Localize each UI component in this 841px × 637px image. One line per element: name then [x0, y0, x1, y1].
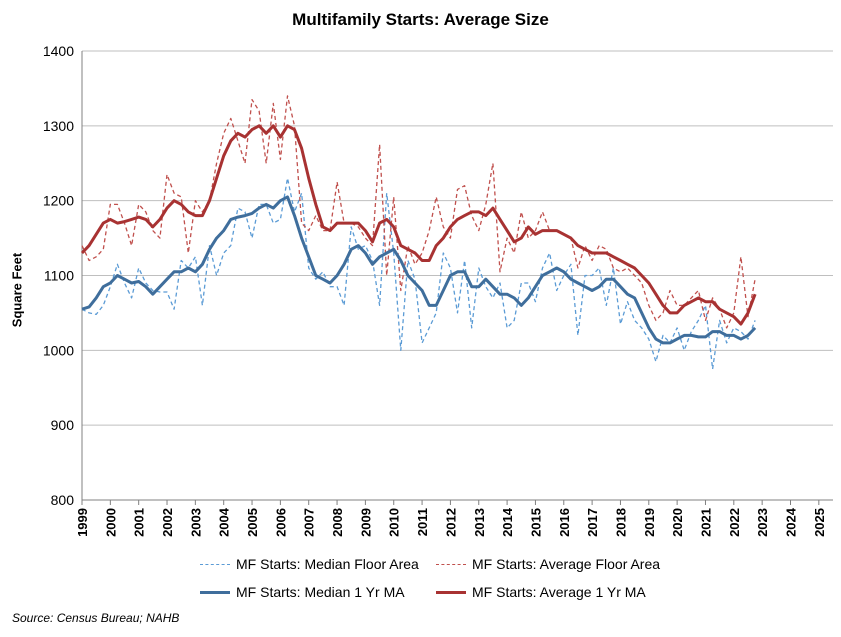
x-tick-2002: 2002: [160, 508, 175, 537]
y-axis-label-box: Square Feet: [2, 250, 32, 330]
x-tick-2025: 2025: [812, 508, 827, 537]
legend-item-median-1yr-ma: MF Starts: Median 1 Yr MA: [200, 584, 405, 600]
legend-item-median-floor-area: MF Starts: Median Floor Area: [200, 556, 419, 572]
y-tick-1400: 1400: [43, 43, 74, 59]
source-note: Source: Census Bureau; NAHB: [12, 611, 180, 625]
x-tick-2013: 2013: [472, 508, 487, 537]
y-tick-1200: 1200: [43, 193, 74, 209]
x-tick-2006: 2006: [273, 508, 288, 537]
x-tick-2008: 2008: [330, 508, 345, 537]
x-tick-2020: 2020: [670, 508, 685, 537]
x-tick-2019: 2019: [642, 508, 657, 537]
y-axis-label: Square Feet: [9, 252, 25, 328]
x-tick-2022: 2022: [727, 508, 742, 537]
legend-item-average-floor-area: MF Starts: Average Floor Area: [436, 556, 660, 572]
series-line-0: [81, 177, 756, 370]
x-tick-2024: 2024: [783, 507, 798, 537]
x-tick-2017: 2017: [585, 508, 600, 537]
x-tick-2000: 2000: [103, 508, 118, 537]
x-tick-2004: 2004: [217, 507, 232, 537]
legend-label-average-floor-area: MF Starts: Average Floor Area: [472, 556, 661, 572]
legend-label-median-floor-area: MF Starts: Median Floor Area: [236, 556, 419, 572]
y-tick-800: 800: [51, 492, 75, 508]
x-tick-2016: 2016: [557, 508, 572, 537]
legend-label-average-1yr-ma: MF Starts: Average 1 Yr MA: [472, 584, 646, 600]
x-tick-2005: 2005: [245, 508, 260, 537]
y-tick-1300: 1300: [43, 118, 74, 134]
x-tick-2001: 2001: [132, 508, 147, 537]
legend-item-average-1yr-ma: MF Starts: Average 1 Yr MA: [436, 584, 646, 600]
x-tick-2023: 2023: [755, 508, 770, 537]
legend-label-median-1yr-ma: MF Starts: Median 1 Yr MA: [236, 584, 405, 600]
x-tick-2021: 2021: [698, 508, 713, 537]
x-tick-2010: 2010: [387, 508, 402, 537]
legend-swatch-median-floor-area: [200, 563, 230, 565]
x-tick-2003: 2003: [188, 508, 203, 537]
y-tick-1000: 1000: [43, 342, 74, 358]
y-tick-1100: 1100: [44, 268, 74, 284]
x-tick-2015: 2015: [528, 508, 543, 537]
axes: [81, 51, 833, 505]
legend-swatch-average-floor-area: [436, 563, 466, 565]
x-tick-2009: 2009: [358, 508, 373, 537]
x-tick-labels: 1999 2000 2001 2002 2003 2004 2005 2006 2007 2008…: [75, 507, 827, 537]
y-tick-900: 900: [51, 417, 75, 433]
legend-swatch-median-1yr-ma: [200, 590, 230, 594]
x-tick-2014: 2014: [500, 507, 515, 537]
series-line-1: [81, 95, 756, 329]
y-tick-labels: 800 900 1000 1100 1200 1300 1400: [43, 43, 74, 508]
x-tick-2011: 2011: [415, 508, 430, 536]
series-lines: [80, 95, 757, 370]
chart-title: Multifamily Starts: Average Size: [292, 10, 549, 29]
x-tick-2007: 2007: [302, 508, 317, 537]
x-tick-2018: 2018: [613, 508, 628, 537]
grid-lines: [82, 50, 833, 426]
series-line-2: [81, 195, 757, 345]
series-line-3: [80, 124, 757, 326]
x-tick-1999: 1999: [75, 508, 90, 537]
legend-swatch-average-1yr-ma: [436, 590, 466, 594]
x-tick-2012: 2012: [443, 508, 458, 537]
